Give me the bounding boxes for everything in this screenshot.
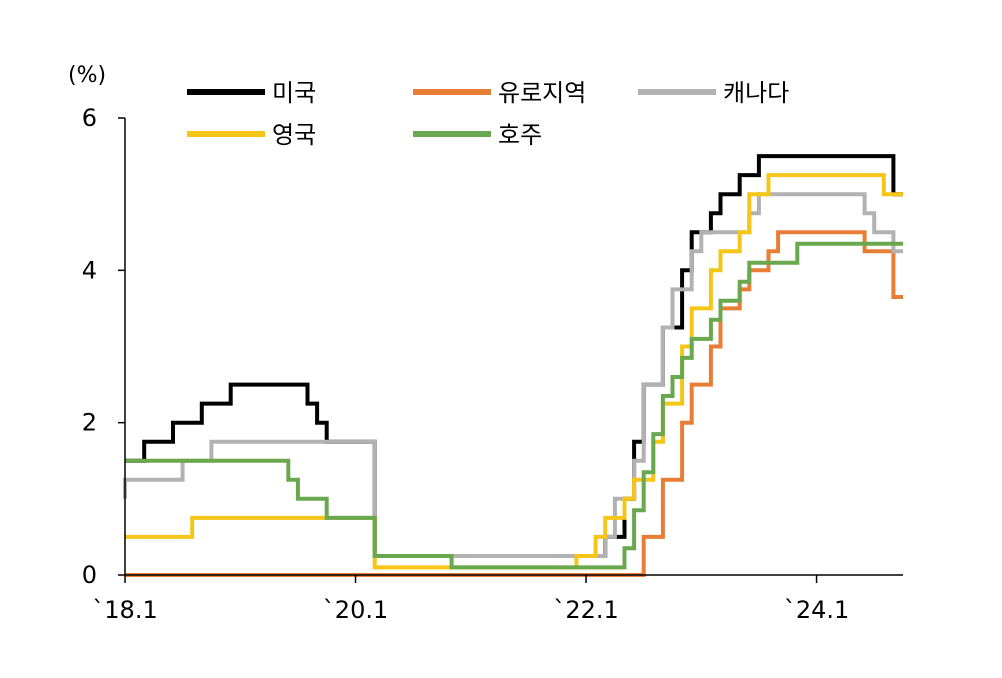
series-line-5	[125, 241, 903, 570]
y-tick-label: 0	[82, 561, 97, 589]
series-line-1	[125, 154, 903, 558]
x-tick-label: `24.1	[784, 596, 849, 624]
series-line-3	[123, 192, 903, 558]
x-tick-label: `20.1	[323, 596, 388, 624]
legend-label-1: 미국	[272, 79, 316, 107]
x-tick-label: `22.1	[553, 596, 618, 624]
legend-label-4: 영국	[272, 121, 316, 149]
series-layer	[123, 154, 903, 577]
legend-label-2: 유로지역	[498, 79, 586, 107]
y-axis-unit-label: (%)	[68, 63, 106, 88]
legend-label-5: 호주	[498, 121, 542, 149]
x-tick-label: `18.1	[92, 596, 157, 624]
axes: 0 2 4 6 `18.1 `20.1 `22.1 `24.1	[82, 104, 903, 624]
y-tick-label: 2	[82, 409, 97, 437]
y-tick-label: 4	[82, 256, 97, 284]
y-tick-label: 6	[82, 104, 97, 132]
series-line-2	[125, 230, 903, 577]
legend-label-3: 캐나다	[723, 79, 789, 107]
